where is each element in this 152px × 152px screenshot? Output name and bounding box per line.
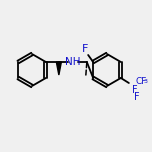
Text: F: F <box>132 85 137 95</box>
Text: NH: NH <box>65 57 81 67</box>
Text: 3: 3 <box>144 79 148 84</box>
Text: F: F <box>82 44 88 54</box>
Text: F: F <box>134 92 140 102</box>
Text: CF: CF <box>136 76 147 85</box>
Polygon shape <box>56 62 61 75</box>
